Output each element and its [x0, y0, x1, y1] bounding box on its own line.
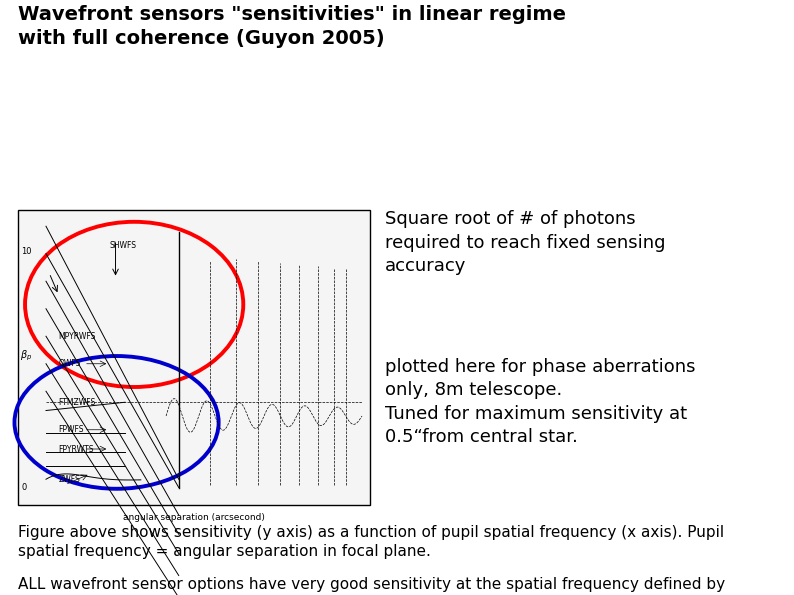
Text: QWFS: QWFS	[59, 359, 81, 368]
Text: Wavefront sensors "sensitivities" in linear regime
with full coherence (Guyon 20: Wavefront sensors "sensitivities" in lin…	[18, 5, 566, 48]
Text: ZWFS: ZWFS	[59, 475, 80, 484]
Text: FTMZWFS: FTMZWFS	[59, 397, 96, 407]
Text: angular separation (arcsecond): angular separation (arcsecond)	[123, 513, 265, 522]
Text: ALL wavefront sensor options have very good sensitivity at the spatial frequency: ALL wavefront sensor options have very g…	[18, 577, 734, 595]
Bar	[18, 210, 370, 505]
Text: SHWFS: SHWFS	[110, 241, 137, 250]
Text: Figure above shows sensitivity (y axis) as a function of pupil spatial frequency: Figure above shows sensitivity (y axis) …	[18, 525, 724, 559]
Text: MPYRWFS: MPYRWFS	[59, 332, 96, 341]
Text: Square root of # of photons
required to reach fixed sensing
accuracy: Square root of # of photons required to …	[385, 210, 665, 275]
Text: $\beta_p$: $\beta_p$	[20, 348, 33, 363]
Text: 0: 0	[21, 483, 26, 492]
Text: FPWFS: FPWFS	[59, 425, 84, 434]
Text: plotted here for phase aberrations
only, 8m telescope.
Tuned for maximum sensiti: plotted here for phase aberrations only,…	[385, 358, 696, 446]
Text: 10: 10	[21, 246, 32, 255]
Text: FPYRWTS: FPYRWTS	[59, 444, 94, 453]
